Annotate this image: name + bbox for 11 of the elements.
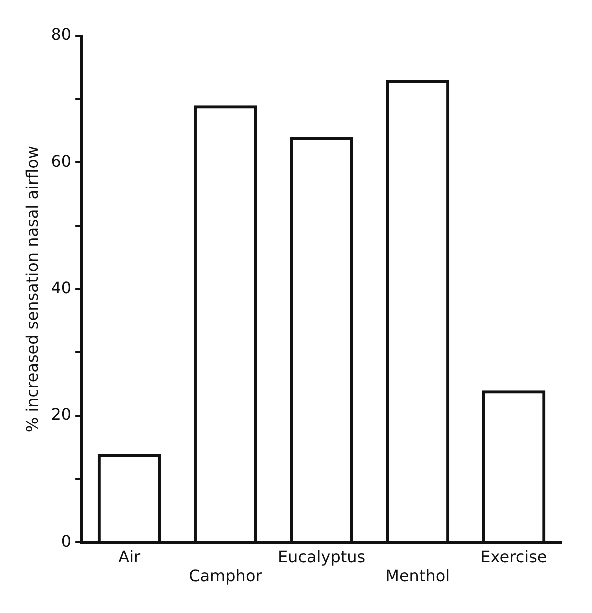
x-tick-label: Exercise (480, 547, 548, 566)
y-tick-label: 0 (61, 532, 72, 551)
y-tick-label: 40 (51, 278, 72, 298)
y-tick-label: 20 (51, 405, 72, 424)
x-tick-label: Camphor (189, 566, 263, 586)
x-tick-label: Eucalyptus (278, 547, 366, 566)
y-tick-label: 60 (51, 152, 72, 171)
x-tick-label: Menthol (386, 566, 450, 586)
x-tick-label: Air (118, 547, 142, 566)
y-axis-title: % increased sensation nasal airflow (22, 146, 42, 433)
y-tick-label: 80 (51, 25, 72, 44)
